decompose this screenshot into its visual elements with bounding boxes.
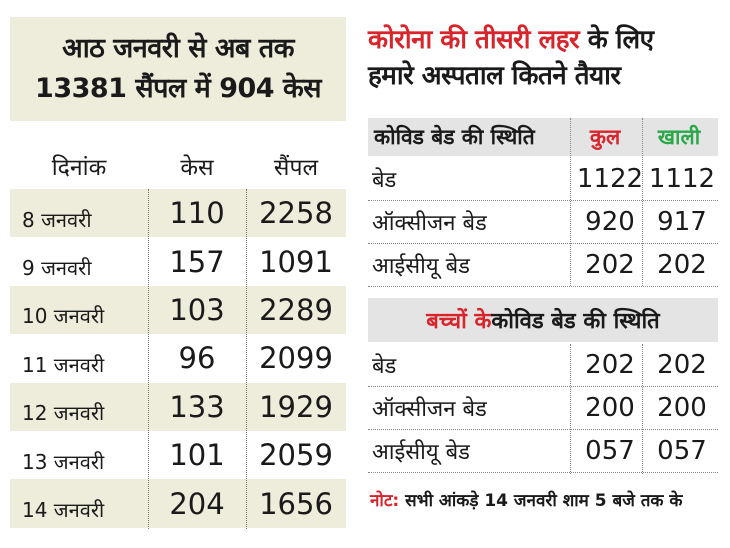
bed-type-label: आईसीयू बेड [372,254,470,279]
cases-panel-title: आठ जनवरी से अब तक 13381 सैंपल में 904 के… [10,17,346,121]
table-row: 9 जनवरी 157 1091 [10,237,346,285]
cases-title-line1: आठ जनवरी से अब तक [62,33,294,64]
row-samples: 1091 [259,244,333,279]
header-total: कुल [589,125,621,149]
column-divider [570,118,571,286]
column-divider [642,118,643,286]
table-row: 10 जनवरी 103 2289 [10,285,346,335]
bed-total: 920 [585,207,635,237]
header-date: दिनांक [51,155,107,181]
table-row: 12 जनवरी 133 1929 [10,382,346,431]
column-divider [246,189,247,529]
bed-type-label: बेड [372,168,397,193]
table-row: 8 जनवरी 110 2258 [10,189,346,238]
row-date: 9 जनवरी [22,256,92,281]
column-divider [148,189,149,529]
bed-total: 202 [585,250,635,280]
bed-empty: 057 [657,436,707,466]
bed-type-label: ऑक्सीजन बेड [372,397,487,422]
hospital-readiness-title: कोरोना की तीसरी लहर के लिए हमारे अस्पताल… [368,22,718,94]
bed-total: 1122 [576,164,644,194]
bed-empty: 917 [657,207,707,237]
table-row: ऑक्सीजन बेड 920 917 [368,201,718,244]
bed-type-label: बेड [372,354,397,379]
children-bed-table: बेड 202 202 ऑक्सीजन बेड 200 200 आईसीयू ब… [368,344,718,473]
table-row: आईसीयू बेड 057 057 [368,430,718,473]
row-date: 10 जनवरी [22,304,105,329]
table-row: 13 जनवरी 101 2059 [10,431,346,479]
header-samples: सैंपल [273,155,319,181]
row-date: 14 जनवरी [22,498,105,523]
row-samples: 2258 [259,196,333,231]
row-samples: 1929 [259,389,333,424]
header-bed-status: कोविड बेड की स्थिति [374,125,535,149]
row-cases: 133 [169,389,225,424]
row-samples: 2099 [259,341,333,376]
row-cases: 204 [169,486,225,521]
row-cases: 101 [169,438,225,473]
bed-type-label: आईसीयू बेड [372,440,470,465]
row-samples: 2059 [259,438,333,473]
note-text: सभी आंकड़े 14 जनवरी शाम 5 बजे तक के [399,491,683,511]
table-row: ऑक्सीजन बेड 200 200 [368,387,718,430]
cases-table-header: दिनांक केस सैंपल [10,143,346,189]
row-date: 11 जनवरी [22,352,105,377]
row-cases: 110 [169,196,225,231]
children-header-red: बच्चों के [426,309,492,334]
header-cases: केस [180,155,214,181]
bed-empty: 202 [657,250,707,280]
row-samples: 1656 [259,486,333,521]
bed-empty: 202 [657,350,707,380]
table-row: बेड 202 202 [368,344,718,387]
row-cases: 103 [169,292,225,327]
bed-total: 200 [585,393,635,423]
title-rest-part: के लिए [579,25,654,55]
children-header-rest: कोविड बेड की स्थिति [491,309,660,334]
bed-empty: 1112 [648,164,716,194]
table-row: आईसीयू बेड 202 202 [368,244,718,287]
bed-table-header: कोविड बेड की स्थिति कुल खाली [368,118,718,156]
column-divider [642,344,643,474]
column-divider [570,344,571,474]
row-date: 8 जनवरी [22,207,92,232]
footnote: नोट: सभी आंकड़े 14 जनवरी शाम 5 बजे तक के [370,488,730,511]
table-row: 14 जनवरी 204 1656 [10,479,346,528]
cases-table-body: 8 जनवरी 110 2258 9 जनवरी 157 1091 10 जनव… [10,189,346,528]
cases-samples-panel: आठ जनवरी से अब तक 13381 सैंपल में 904 के… [10,17,346,529]
cases-title-line2: 13381 सैंपल में 904 केस [35,73,321,104]
row-cases: 157 [169,244,225,279]
note-label: नोट: [370,491,400,511]
title-line2: हमारे अस्पताल कितने तैयार [368,61,621,91]
children-bed-table-header: बच्चों के कोविड बेड की स्थिति [368,298,718,342]
bed-total: 057 [585,436,635,466]
row-date: 12 जनवरी [22,401,105,426]
title-red-part: कोरोना की तीसरी लहर [368,25,580,55]
bed-total: 202 [585,350,635,380]
row-cases: 96 [178,341,216,376]
row-date: 13 जनवरी [22,449,105,474]
bed-type-label: ऑक्सीजन बेड [372,211,487,236]
row-samples: 2289 [259,292,333,327]
table-row: बेड 1122 1112 [368,158,718,201]
covid-bed-table: बेड 1122 1112 ऑक्सीजन बेड 920 917 आईसीयू… [368,158,718,287]
header-empty: खाली [657,125,701,149]
bed-empty: 200 [657,393,707,423]
table-row: 11 जनवरी 96 2099 [10,334,346,382]
